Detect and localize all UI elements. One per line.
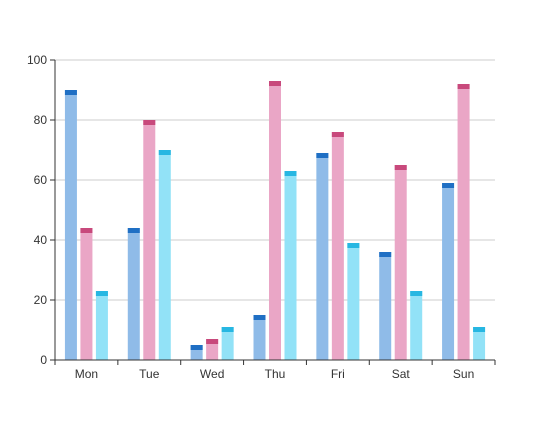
bar-cap: [80, 228, 93, 233]
bar-tue-s3: [158, 150, 171, 360]
bar-sun-s3: [473, 327, 486, 360]
bar-mon-s3: [95, 291, 108, 360]
bar-cap: [221, 327, 234, 332]
bar-cap: [190, 345, 203, 350]
bar-tue-s1: [127, 228, 140, 360]
x-tick-label: Thu: [265, 367, 286, 381]
y-tick-label: 80: [34, 113, 48, 127]
bar-cap: [64, 90, 77, 95]
bar-cap: [410, 291, 423, 296]
bar-mon-s1: [64, 90, 77, 360]
bar-cap: [316, 153, 329, 158]
bar-cap: [206, 339, 219, 344]
x-tick-label: Sat: [392, 367, 411, 381]
y-tick-label: 60: [34, 173, 48, 187]
bar-cap: [143, 120, 156, 125]
y-tick-label: 20: [34, 293, 48, 307]
bar-sun-s2: [457, 84, 470, 360]
bar-cap: [331, 132, 344, 137]
y-tick-label: 0: [40, 353, 47, 367]
x-tick-label: Sun: [453, 367, 474, 381]
bar-mon-s2: [80, 228, 93, 360]
bar-sat-s2: [394, 165, 407, 360]
x-tick-label: Wed: [200, 367, 224, 381]
bar-sat-s1: [379, 252, 392, 360]
bar-cap: [284, 171, 297, 176]
bar-thu-s2: [269, 81, 281, 360]
bar-thu-s3: [284, 171, 297, 360]
bar-wed-s2: [206, 339, 219, 360]
bar-sat-s3: [410, 291, 423, 360]
y-tick-label: 100: [27, 53, 47, 67]
bar-cap: [158, 150, 171, 155]
bar-cap: [269, 81, 281, 86]
bar-cap: [394, 165, 407, 170]
bar-sun-s1: [442, 183, 455, 360]
labels: 0 20 40 60 80 100 Mon Tue Wed Thu Fri Sat Sun: [27, 53, 474, 381]
bar-cap: [473, 327, 486, 332]
bar-cap: [253, 315, 266, 320]
x-tick-label: Tue: [139, 367, 160, 381]
y-tick-label: 40: [34, 233, 48, 247]
bar-cap: [127, 228, 140, 233]
bar-wed-s3: [221, 327, 234, 360]
axes: [50, 59, 496, 365]
bar-cap: [347, 243, 360, 248]
bar-tue-s2: [143, 120, 156, 360]
bars: [64, 81, 486, 360]
bar-fri-s2: [331, 132, 344, 360]
bar-fri-s3: [347, 243, 360, 360]
bar-cap: [442, 183, 455, 188]
bar-fri-s1: [316, 153, 329, 360]
x-tick-label: Fri: [331, 367, 345, 381]
bar-cap: [379, 252, 392, 257]
x-tick-label: Mon: [75, 367, 98, 381]
bar-cap: [457, 84, 470, 89]
bar-thu-s1: [253, 315, 266, 360]
bar-cap: [95, 291, 108, 296]
